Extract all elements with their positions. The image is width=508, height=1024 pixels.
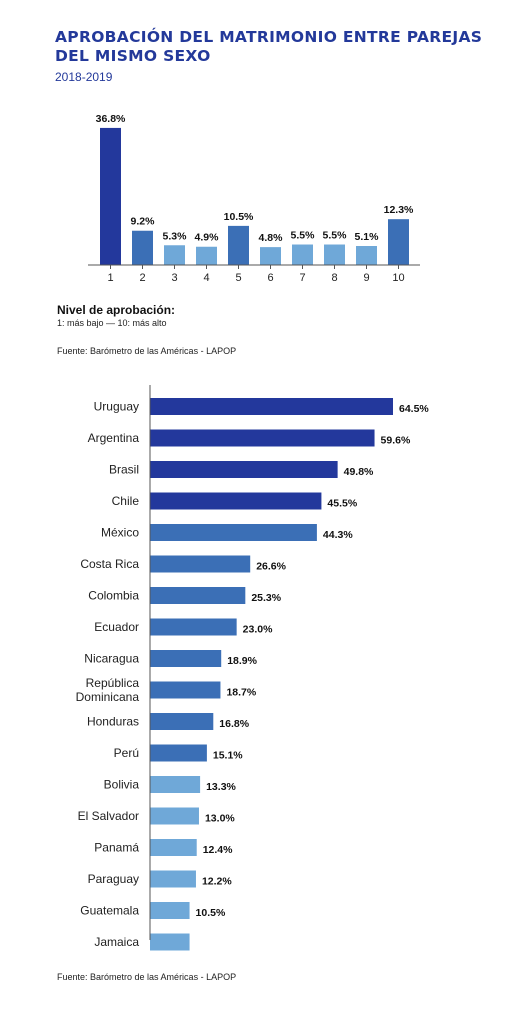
bar-country-14 [150, 839, 197, 856]
value-label-country-6: 25.3% [251, 592, 281, 604]
value-label-level-8: 5.5% [323, 230, 348, 242]
category-label-country-4: México [101, 526, 139, 540]
bar-country-10 [150, 713, 214, 730]
value-label-country-1: 59.6% [381, 435, 411, 447]
bar-level-6 [260, 247, 281, 265]
category-label-line-1: Dominicana [76, 690, 140, 704]
bar-country-3 [150, 492, 322, 510]
bar-level-10 [388, 219, 409, 265]
chart-subtitle: 2018-2019 [55, 70, 113, 84]
category-label-country-2: Brasil [109, 463, 139, 477]
value-label-country-5: 26.6% [256, 561, 286, 573]
value-label-country-0: 64.5% [399, 403, 429, 415]
tick-label-level-5: 5 [235, 272, 241, 284]
tick-label-level-6: 6 [267, 272, 273, 284]
tick-label-level-9: 9 [363, 272, 369, 284]
value-label-level-5: 10.5% [224, 211, 254, 223]
source-note-bottom: Fuente: Barómetro de las Américas - LAPO… [57, 972, 237, 982]
category-label-line-0: República [86, 676, 140, 690]
value-label-country-15: 12.2% [202, 876, 232, 888]
bar-level-2 [132, 230, 153, 265]
bar-country-11 [150, 744, 207, 762]
category-label-country-17: Jamaica [94, 935, 139, 949]
value-label-level-4: 4.9% [195, 232, 220, 244]
approval-level-bar-chart: 36.8% 1 9.2% 2 5.3% 3 4.9% 4 10.5% 5 4.8% 6 5.5% 7 5.5… [88, 113, 420, 284]
value-label-country-12: 13.3% [206, 781, 236, 793]
bar-country-7 [150, 618, 237, 636]
source-note-top: Fuente: Barómetro de las Américas - LAPO… [57, 346, 237, 356]
category-label-country-3: Chile [112, 494, 140, 508]
bar-country-6 [150, 587, 246, 604]
value-label-country-11: 15.1% [213, 750, 243, 762]
tick-label-level-10: 10 [392, 272, 404, 284]
bar-level-5 [228, 225, 249, 265]
category-label-country-7: Ecuador [94, 620, 139, 634]
value-label-level-7: 5.5% [291, 230, 316, 242]
bar-level-4 [196, 246, 217, 265]
value-label-level-2: 9.2% [131, 216, 156, 228]
category-label-country-0: Uruguay [94, 400, 139, 414]
value-label-country-3: 45.5% [327, 498, 357, 510]
bar-country-13 [150, 807, 199, 825]
category-label-country-12: Bolivia [104, 778, 140, 792]
category-label-country-1: Argentina [88, 431, 140, 445]
tick-label-level-4: 4 [203, 272, 209, 284]
category-label-country-13: El Salvador [78, 809, 139, 823]
category-label-country-16: Guatemala [80, 904, 139, 918]
bar-level-8 [324, 244, 345, 265]
legend-description: 1: más bajo — 10: más alto [57, 318, 167, 328]
bar-level-9 [356, 246, 377, 265]
tick-label-level-1: 1 [107, 272, 113, 284]
tick-label-level-3: 3 [171, 272, 177, 284]
category-label-country-8: Nicaragua [84, 652, 139, 666]
bar-country-2 [150, 461, 338, 478]
value-label-country-10: 16.8% [219, 718, 249, 730]
bar-country-8 [150, 650, 222, 667]
bar-level-1 [100, 127, 121, 265]
category-label-country-14: Panamá [94, 841, 139, 855]
bar-level-7 [292, 244, 313, 265]
category-label-country-6: Colombia [88, 589, 139, 603]
legend-title: Nivel de aprobación: [57, 303, 176, 317]
category-label-country-11: Perú [114, 746, 139, 760]
country-approval-bar-chart: 64.5% Uruguay 59.6% Argentina 49.8% Brasil 45.… [76, 385, 429, 951]
value-label-country-8: 18.9% [227, 655, 257, 667]
tick-label-level-7: 7 [299, 272, 305, 284]
value-label-level-6: 4.8% [259, 232, 284, 244]
value-label-country-2: 49.8% [344, 466, 374, 478]
value-label-level-10: 12.3% [384, 204, 414, 216]
tick-label-level-8: 8 [331, 272, 337, 284]
value-label-country-4: 44.3% [323, 529, 353, 541]
value-label-country-16: 10.5% [196, 907, 226, 919]
category-label-country-9: República Dominicana [76, 676, 140, 704]
value-label-level-1: 36.8% [96, 113, 126, 125]
bar-level-3 [164, 245, 185, 265]
category-label-country-5: Costa Rica [80, 557, 139, 571]
value-label-level-3: 5.3% [163, 230, 188, 242]
value-label-level-9: 5.1% [355, 231, 380, 243]
value-label-country-9: 18.7% [226, 687, 256, 699]
category-label-country-10: Honduras [87, 715, 139, 729]
bar-country-4 [150, 524, 317, 541]
tick-label-level-2: 2 [139, 272, 145, 284]
bar-country-9 [150, 681, 221, 699]
bar-country-17 [150, 933, 190, 951]
bar-country-1 [150, 429, 375, 447]
value-label-country-14: 12.4% [203, 844, 233, 856]
bar-country-16 [150, 902, 190, 919]
bar-country-12 [150, 776, 201, 793]
chart-title: APROBACIÓN DEL MATRIMONIO ENTRE PAREJAS … [55, 28, 483, 65]
bar-country-15 [150, 870, 196, 888]
bar-country-5 [150, 555, 251, 573]
category-label-country-15: Paraguay [88, 872, 139, 886]
value-label-country-7: 23.0% [243, 624, 273, 636]
bar-country-0 [150, 398, 393, 415]
value-label-country-13: 13.0% [205, 813, 235, 825]
